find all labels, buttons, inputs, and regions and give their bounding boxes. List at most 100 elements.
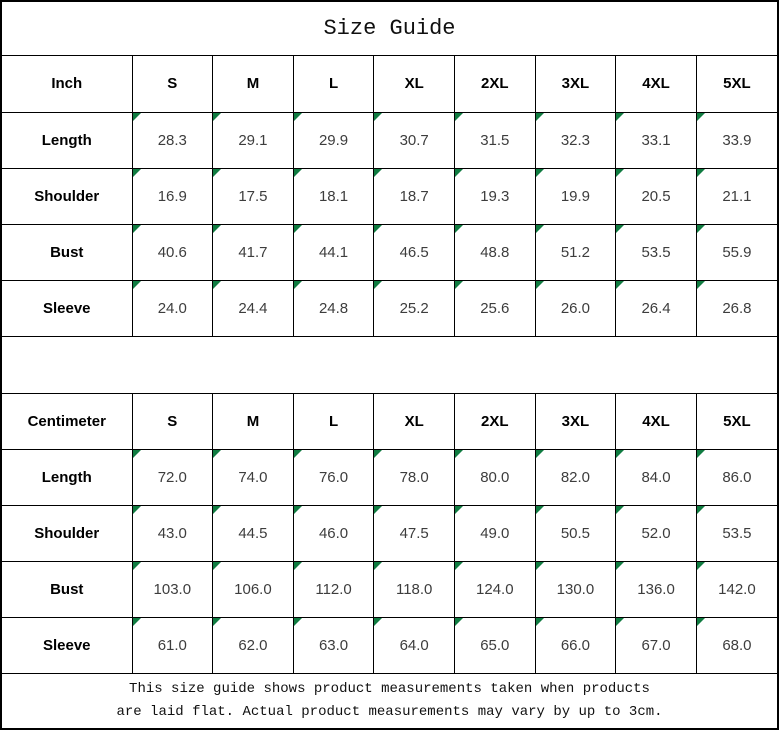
comment-marker-icon <box>455 506 463 514</box>
size-value: 29.1 <box>238 131 268 149</box>
size-value: 78.0 <box>399 468 429 486</box>
table-row: Sleeve 61.0 62.0 63.0 64.0 65.0 66.0 67.… <box>2 616 777 674</box>
table-row: Bust 40.6 41.7 44.1 46.5 48.8 51.2 53.5 … <box>2 223 777 281</box>
comment-marker-icon <box>213 506 222 514</box>
comment-marker-icon <box>132 450 141 458</box>
size-value: 106.0 <box>234 580 272 598</box>
size-value: 66.0 <box>560 636 591 654</box>
size-header-cell: S <box>131 56 214 113</box>
size-value-cell: 18.7 <box>373 167 455 225</box>
size-value: 33.9 <box>722 131 752 149</box>
comment-marker-icon <box>697 113 705 121</box>
comment-marker-icon <box>455 618 463 626</box>
comment-marker-icon <box>697 450 705 458</box>
measurement-label-cell: Sleeve <box>2 616 133 674</box>
comment-marker-icon <box>455 281 463 289</box>
comment-marker-icon <box>616 506 625 514</box>
size-value: 30.7 <box>399 131 429 149</box>
size-value: 112.0 <box>315 580 352 598</box>
size-value: 68.0 <box>722 636 752 654</box>
size-value: 28.3 <box>157 131 187 149</box>
size-value: 76.0 <box>318 468 349 486</box>
size-value: 130.0 <box>556 580 595 598</box>
comment-marker-icon <box>213 169 222 177</box>
measurement-label-cell: Bust <box>2 560 133 618</box>
size-value-cell: 61.0 <box>131 616 214 674</box>
table-row: Shoulder 43.0 44.5 46.0 47.5 49.0 50.5 5… <box>2 504 777 562</box>
table-row: Sleeve 24.0 24.4 24.8 25.2 25.6 26.0 26.… <box>2 279 777 337</box>
size-value: 17.5 <box>238 187 268 205</box>
size-value: 40.6 <box>157 243 187 261</box>
size-value-cell: 49.0 <box>454 504 536 562</box>
comment-marker-icon <box>374 225 383 233</box>
size-value: 31.5 <box>480 131 510 149</box>
comment-marker-icon <box>616 113 625 121</box>
comment-marker-icon <box>697 618 705 626</box>
size-value: 24.8 <box>318 299 349 317</box>
size-value: 19.3 <box>480 187 510 205</box>
size-value: 74.0 <box>238 468 268 486</box>
size-value-cell: 32.3 <box>534 111 617 169</box>
size-value: 103.0 <box>153 580 192 598</box>
size-header-cell: 3XL <box>534 56 617 113</box>
size-value: 82.0 <box>560 468 591 486</box>
size-value: 118.0 <box>395 580 433 598</box>
size-value-cell: 18.1 <box>292 167 375 225</box>
size-header-cell: 5XL <box>695 56 777 113</box>
size-value-cell: 16.9 <box>131 167 214 225</box>
footer-note-line2: are laid flat. Actual product measuremen… <box>116 703 663 720</box>
table-row: Bust 103.0 106.0 112.0 118.0 124.0 130.0… <box>2 560 777 618</box>
comment-marker-icon <box>697 562 705 570</box>
size-value-cell: 63.0 <box>292 616 375 674</box>
comment-marker-icon <box>132 618 141 626</box>
size-value: 20.5 <box>641 187 671 205</box>
comment-marker-icon <box>697 225 705 233</box>
size-value-cell: 44.5 <box>212 504 294 562</box>
size-value: 142.0 <box>718 580 756 598</box>
comment-marker-icon <box>374 169 383 177</box>
comment-marker-icon <box>132 562 141 570</box>
size-header-cell: M <box>212 56 294 113</box>
measurement-label-cell: Shoulder <box>2 504 133 562</box>
size-header-cell: 4XL <box>615 56 697 113</box>
size-value-cell: 26.0 <box>534 279 617 337</box>
size-value-cell: 103.0 <box>131 560 214 618</box>
size-value-cell: 40.6 <box>131 223 214 281</box>
size-value-cell: 44.1 <box>292 223 375 281</box>
comment-marker-icon <box>536 562 544 570</box>
size-value-cell: 19.3 <box>454 167 536 225</box>
comment-marker-icon <box>213 618 222 626</box>
size-value-cell: 86.0 <box>695 448 777 506</box>
comment-marker-icon <box>374 562 383 570</box>
size-value-cell: 47.5 <box>373 504 455 562</box>
size-value-cell: 25.2 <box>373 279 455 337</box>
size-value-cell: 51.2 <box>534 223 617 281</box>
comment-marker-icon <box>213 225 222 233</box>
size-value: 62.0 <box>238 636 268 654</box>
size-value-cell: 17.5 <box>212 167 294 225</box>
size-value-cell: 46.5 <box>373 223 455 281</box>
size-value-cell: 53.5 <box>615 223 697 281</box>
size-value-cell: 29.1 <box>212 111 294 169</box>
comment-marker-icon <box>294 506 302 514</box>
comment-marker-icon <box>132 169 141 177</box>
comment-marker-icon <box>294 450 302 458</box>
comment-marker-icon <box>536 281 544 289</box>
size-value-cell: 124.0 <box>454 560 536 618</box>
size-value-cell: 84.0 <box>615 448 697 506</box>
comment-marker-icon <box>294 562 302 570</box>
size-value: 44.1 <box>318 243 349 261</box>
size-value-cell: 24.8 <box>292 279 375 337</box>
comment-marker-icon <box>132 281 141 289</box>
size-value-cell: 26.4 <box>615 279 697 337</box>
size-value: 72.0 <box>157 468 187 486</box>
comment-marker-icon <box>536 506 544 514</box>
size-value: 26.8 <box>722 299 752 317</box>
size-value: 47.5 <box>399 524 429 542</box>
size-value-cell: 118.0 <box>373 560 455 618</box>
page-title: Size Guide <box>2 2 777 56</box>
table-gap-spacer <box>2 336 777 393</box>
comment-marker-icon <box>616 618 625 626</box>
size-value: 44.5 <box>238 524 268 542</box>
